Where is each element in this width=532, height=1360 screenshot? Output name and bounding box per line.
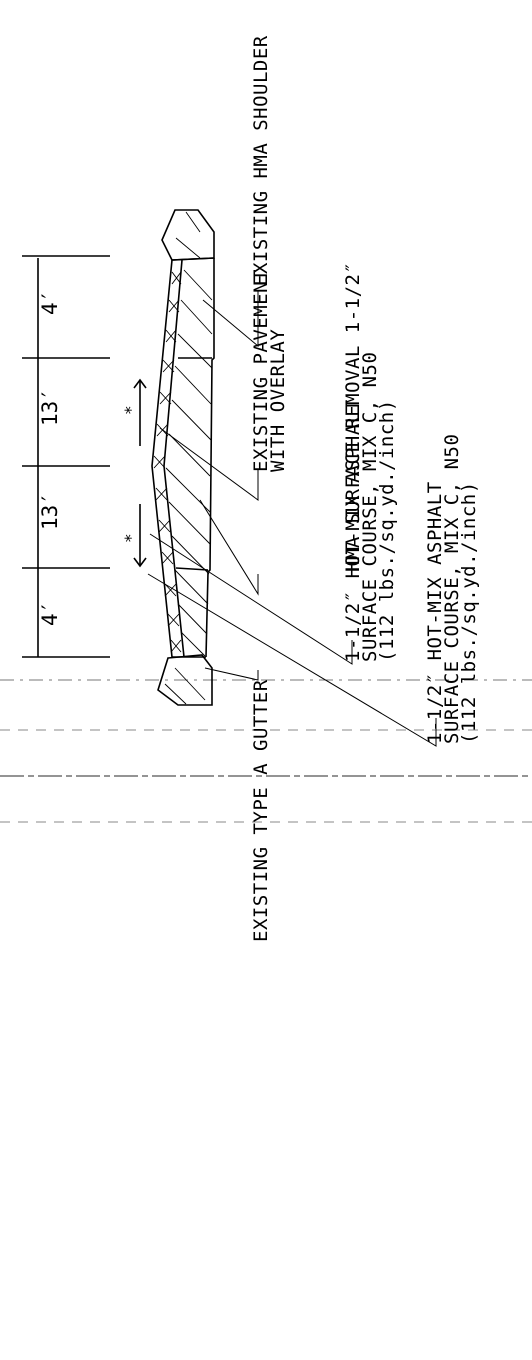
dimension-shoulder-width: 4′ <box>38 290 62 315</box>
label-existing-type-a-gutter: EXISTING TYPE A GUTTER <box>250 679 272 942</box>
label-surface-course-lower-line2: SURFACE COURSE, MIX C, N50 <box>441 434 463 744</box>
label-existing-pavement-line1: EXISTING PAVEMENT <box>250 269 272 472</box>
label-surface-course-upper-line3: (112 lbs./sq.yd./inch) <box>376 399 398 662</box>
dimension-gutter-side-width: 4′ <box>38 601 62 626</box>
label-hma-surface-removal: HMA SURFACE REMOVAL 1-1/2″ <box>342 262 364 572</box>
label-surface-course-lower-line1: 1-1/2″ HOT-MIX ASPHALT <box>424 481 446 744</box>
leader-lines <box>147 290 437 747</box>
label-existing-hma-shoulder: EXISTING HMA SHOULDER <box>250 35 272 286</box>
label-existing-pavement-line2: WITH OVERLAY <box>267 329 289 472</box>
dimension-lane-right: 13′ <box>38 388 62 426</box>
dimension-lines <box>22 255 110 658</box>
slope-marker-left: * <box>121 533 140 543</box>
dimension-lane-left: 13′ <box>38 492 62 530</box>
slope-marker-right: * <box>121 405 140 415</box>
slope-arrow-right <box>133 378 147 446</box>
label-surface-course-lower-line3: (112 lbs./sq.yd./inch) <box>458 481 480 744</box>
pavement-section <box>151 209 215 706</box>
slope-arrow-left <box>133 504 147 568</box>
label-surface-course-upper-line1: 1-1/2″ HOT-MIX ASPHALT <box>342 399 364 662</box>
label-surface-course-upper-line2: SURFACE COURSE, MIX C, N50 <box>359 352 381 662</box>
